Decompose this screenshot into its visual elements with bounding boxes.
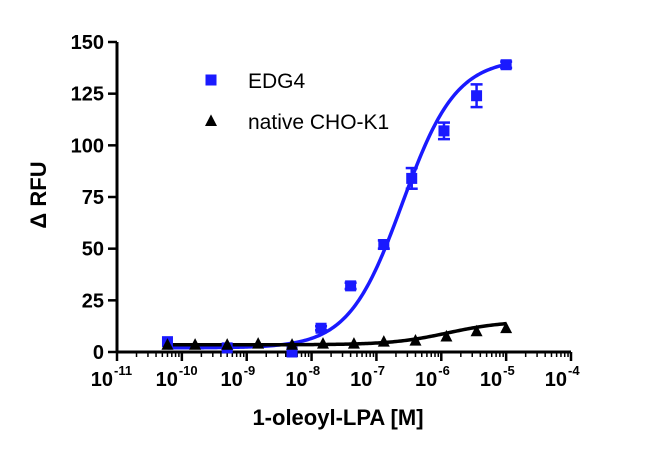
data-point-square — [438, 125, 450, 137]
x-tick-exponent: -5 — [503, 363, 515, 378]
legend-label: EDG4 — [248, 70, 306, 93]
y-tick-label: 50 — [82, 239, 104, 261]
fit-curve-square — [167, 62, 507, 350]
data-point-square — [286, 346, 298, 358]
x-tick-label: 10 — [220, 369, 242, 391]
data-point-triangle — [377, 335, 390, 347]
x-tick-exponent: -4 — [568, 363, 580, 378]
data-point-square — [345, 280, 357, 292]
legend-label: native CHO-K1 — [248, 111, 389, 134]
x-tick-label: 10 — [285, 369, 307, 391]
x-tick-label: 10 — [545, 369, 567, 391]
x-tick-exponent: -11 — [114, 363, 132, 378]
data-points — [161, 59, 513, 358]
x-tick-exponent: -6 — [438, 363, 450, 378]
data-point-triangle — [161, 338, 174, 350]
y-axis-title: Δ RFU — [26, 161, 51, 228]
data-point-triangle — [316, 337, 329, 349]
y-tick-label: 125 — [71, 84, 104, 106]
x-tick-exponent: -10 — [179, 363, 198, 378]
x-tick-label: 10 — [415, 369, 437, 391]
data-point-square — [406, 172, 418, 184]
y-tick-label: 150 — [71, 32, 104, 54]
x-tick-exponent: -8 — [309, 363, 321, 378]
y-tick-label: 0 — [93, 342, 104, 364]
legend-marker-square — [205, 74, 217, 86]
data-point-square — [471, 90, 483, 102]
data-point-triangle — [347, 337, 360, 349]
x-axis-title: 1-oleoyl-LPA [M] — [252, 405, 423, 430]
y-tick-label: 25 — [82, 290, 104, 312]
data-point-triangle — [189, 338, 202, 350]
x-tick-exponent: -7 — [373, 363, 385, 378]
data-point-triangle — [286, 338, 299, 350]
data-point-triangle — [221, 338, 234, 350]
data-point-square — [378, 239, 390, 251]
x-tick-label: 10 — [480, 369, 502, 391]
y-tick-label: 100 — [71, 135, 104, 157]
legend: EDG4 native CHO-K1 — [205, 70, 389, 134]
data-point-triangle — [409, 334, 422, 346]
x-tick-exponent: -9 — [244, 363, 256, 378]
x-tick-label: 10 — [156, 369, 178, 391]
data-point-triangle — [252, 337, 265, 349]
data-point-square — [500, 59, 512, 71]
fit-curves — [167, 62, 507, 350]
y-tick-label: 75 — [82, 187, 104, 209]
x-tick-label: 10 — [91, 369, 113, 391]
data-point-triangle — [440, 329, 453, 342]
legend-marker-triangle — [205, 114, 217, 126]
data-point-triangle — [500, 321, 513, 334]
data-point-triangle — [470, 324, 483, 337]
x-tick-label: 10 — [350, 369, 372, 391]
data-point-square — [315, 322, 327, 334]
